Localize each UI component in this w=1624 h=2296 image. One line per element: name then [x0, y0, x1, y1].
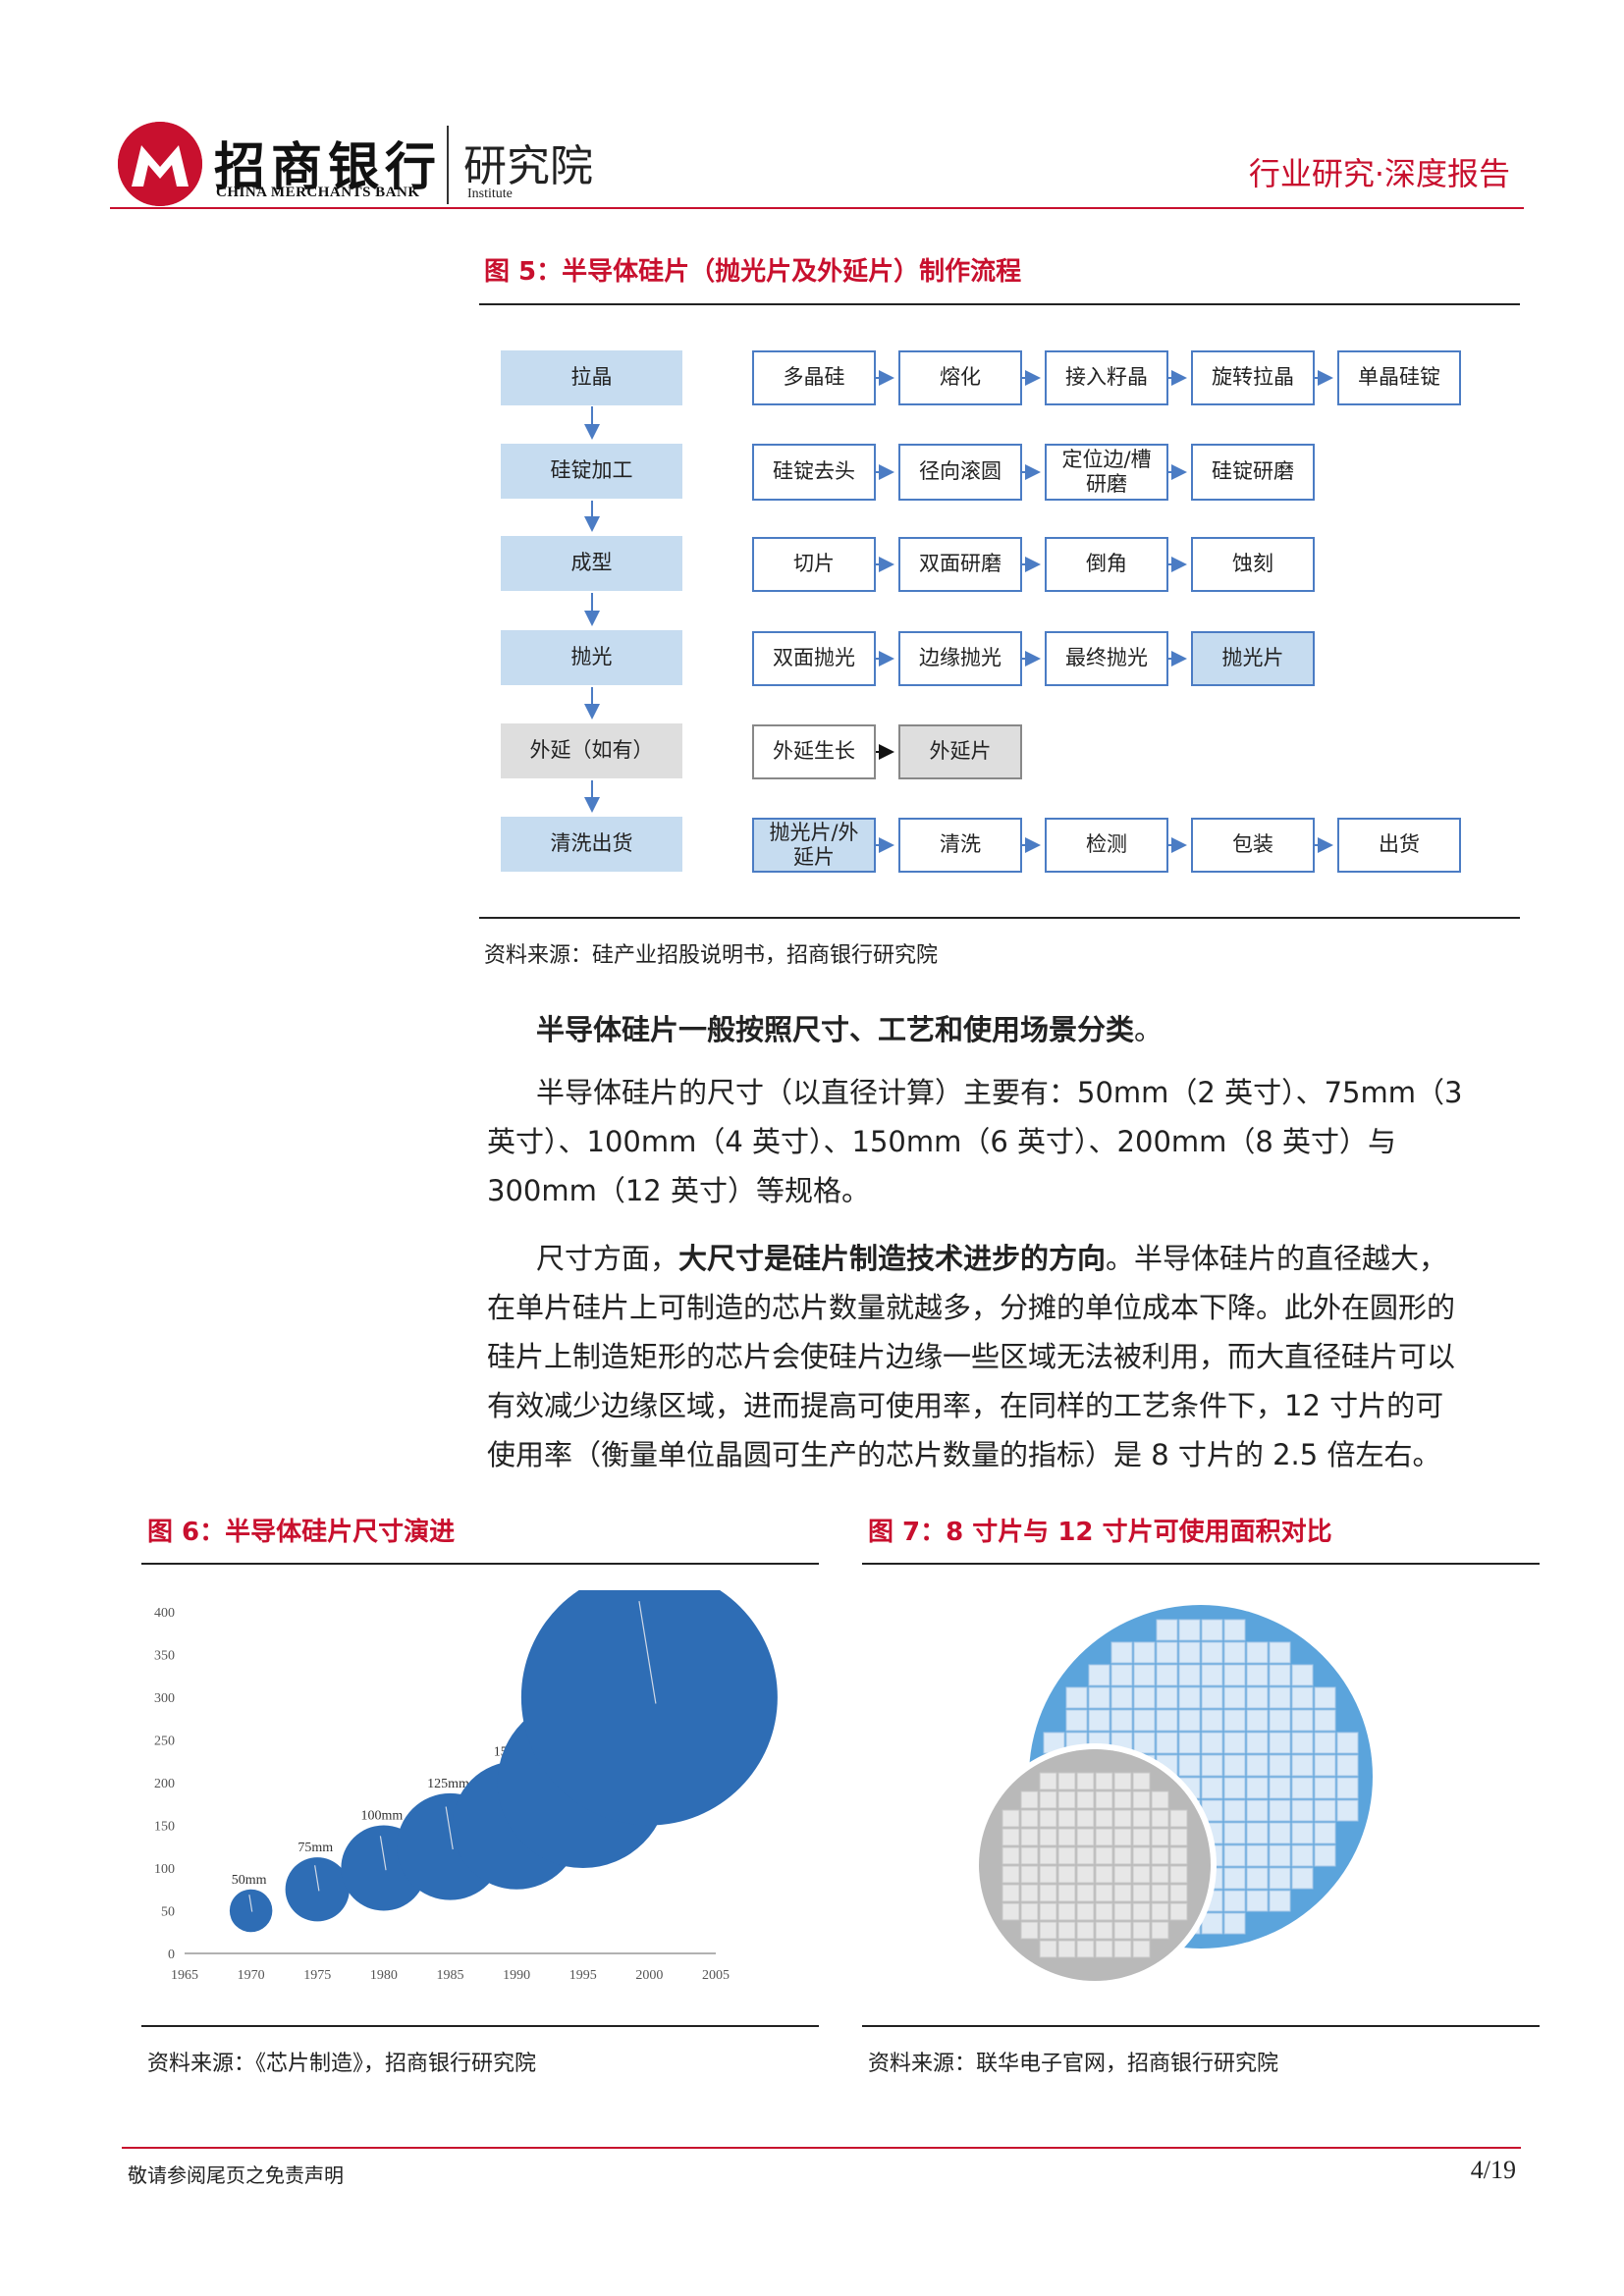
y-tick-label: 350 — [154, 1649, 175, 1664]
fig5-bottom-rule — [479, 917, 1520, 919]
wafer-200mm — [979, 1749, 1211, 1981]
institute-name-en: Institute — [467, 187, 513, 201]
flow-step: 硅锭去头 — [752, 444, 876, 501]
paragraph-1-line-3: 300mm（12 英寸）等规格。 — [487, 1174, 870, 1207]
fig6-source: 资料来源：《芯片制造》，招商银行研究院 — [147, 2052, 537, 2076]
flow-step: 出货 — [1337, 818, 1461, 873]
point-data-label: 125mm — [427, 1777, 469, 1791]
wafer-size-point — [229, 1889, 273, 1933]
point-leader-line — [445, 1806, 454, 1850]
y-tick-label: 200 — [154, 1777, 175, 1791]
fig7-title: 图 7：8 寸片与 12 寸片可使用面积对比 — [868, 1518, 1332, 1547]
x-tick-label: 2000 — [635, 1968, 663, 1983]
wafer-200mm-die-grid — [1001, 1772, 1188, 1958]
y-tick-label: 50 — [161, 1905, 175, 1920]
flow-step: 包装 — [1191, 818, 1315, 873]
x-tick-label: 1995 — [569, 1968, 597, 1983]
x-tick-label: 1970 — [238, 1968, 265, 1983]
flow-step: 径向滚圆 — [898, 444, 1022, 501]
fig7-source: 资料来源：联华电子官网，招商银行研究院 — [868, 2052, 1279, 2076]
x-tick-label: 1985 — [437, 1968, 464, 1983]
paragraph-1-line-2: 英寸）、100mm（4 英寸）、150mm（6 英寸）、200mm（8 英寸）与 — [487, 1125, 1397, 1158]
wafer-area-comparison-illustration — [973, 1605, 1373, 1987]
flow-step: 抛光片 — [1191, 631, 1315, 686]
flow-arrows — [584, 370, 1333, 853]
flow-step: 双面研磨 — [898, 537, 1022, 592]
fig5-title: 图 5：半导体硅片（抛光片及外延片）制作流程 — [484, 257, 1022, 287]
report-type: 行业研究·深度报告 — [1248, 155, 1510, 192]
x-tick-label: 1965 — [171, 1968, 198, 1983]
point-leader-line — [379, 1836, 387, 1871]
stage-crystal-pulling: 拉晶 — [501, 350, 682, 405]
stage-ingot-processing: 硅锭加工 — [501, 444, 682, 499]
paragraph-2-line-2: 在单片硅片上可制造的芯片数量就越多，分摊的单位成本下降。此外在圆形的 — [487, 1291, 1456, 1324]
fig6-top-rule — [141, 1563, 819, 1565]
flow-step: 接入籽晶 — [1045, 350, 1168, 405]
fig6-bottom-rule — [141, 2025, 819, 2027]
stage-forming: 成型 — [501, 536, 682, 591]
y-tick-label: 0 — [168, 1948, 175, 1962]
fig7-bottom-rule — [862, 2025, 1540, 2027]
paragraph-2-line-1: 尺寸方面，大尺寸是硅片制造技术进步的方向。半导体硅片的直径越大， — [536, 1242, 1448, 1275]
flow-step: 熔化 — [898, 350, 1022, 405]
bank-logo-icon — [118, 122, 202, 206]
x-tick-label: 1990 — [503, 1968, 530, 1983]
bank-name-cn: 招商银行 — [214, 137, 443, 197]
footer-divider — [122, 2147, 1521, 2149]
y-tick-label: 300 — [154, 1691, 175, 1706]
page-number: 4/19 — [1470, 2156, 1516, 2184]
x-tick-label: 1975 — [303, 1968, 331, 1983]
x-tick-label: 2005 — [702, 1968, 730, 1983]
y-tick-label: 100 — [154, 1862, 175, 1877]
flow-step: 切片 — [752, 537, 876, 592]
flow-step: 倒角 — [1045, 537, 1168, 592]
section-heading: 半导体硅片一般按照尺寸、工艺和使用场景分类。 — [536, 1013, 1164, 1046]
wafer-size-evolution-chart: 0 50 100 150 200 250 300 350 400 1965 1970 1975 1980… — [154, 1590, 778, 1983]
wafer-size-point — [520, 1590, 778, 1826]
point-data-label: 75mm — [298, 1841, 333, 1855]
paragraph-2-line-4: 有效减少边缘区域，进而提高可使用率，在同样的工艺条件下，12 寸片的可 — [487, 1389, 1444, 1422]
paragraph-2-line-3: 硅片上制造矩形的芯片会使硅片边缘一些区域无法被利用，而大直径硅片可以 — [487, 1340, 1456, 1373]
flow-step: 多晶硅 — [752, 350, 876, 405]
point-data-label: 100mm — [360, 1809, 403, 1824]
flow-step: 单晶硅锭 — [1337, 350, 1461, 405]
flow-step: 硅锭研磨 — [1191, 444, 1315, 501]
y-tick-label: 150 — [154, 1820, 175, 1835]
point-leader-line — [314, 1865, 320, 1892]
wafer-size-point — [285, 1857, 350, 1922]
institute-name-cn: 研究院 — [463, 141, 593, 191]
flow-step: 旋转拉晶 — [1191, 350, 1315, 405]
logo-divider — [447, 126, 449, 204]
flow-step: 检测 — [1045, 818, 1168, 873]
stage-epitaxy: 外延（如有） — [501, 723, 682, 778]
stage-cleaning-shipping: 清洗出货 — [501, 817, 682, 872]
flow-step: 清洗 — [898, 818, 1022, 873]
disclaimer-note: 敬请参阅尾页之免责声明 — [128, 2163, 344, 2187]
flow-step: 蚀刻 — [1191, 537, 1315, 592]
flow-step: 最终抛光 — [1045, 631, 1168, 686]
flow-step: 外延片 — [898, 724, 1022, 779]
y-tick-label: 250 — [154, 1735, 175, 1749]
flow-step: 抛光片/外延片 — [752, 818, 876, 873]
paragraph-1-line-1: 半导体硅片的尺寸（以直径计算）主要有：50mm（2 英寸）、75mm（3 — [536, 1076, 1463, 1109]
flow-step: 双面抛光 — [752, 631, 876, 686]
paragraph-2-line-5: 使用率（衡量单位晶圆可生产的芯片数量的指标）是 8 寸片的 2.5 倍左右。 — [487, 1438, 1441, 1471]
fig7-top-rule — [862, 1563, 1540, 1565]
y-tick-label: 400 — [154, 1606, 175, 1621]
point-leader-line — [638, 1601, 657, 1704]
point-leader-line — [248, 1895, 253, 1912]
bank-name-en: CHINA MERCHANTS BANK — [216, 185, 420, 200]
flow-step: 外延生长 — [752, 724, 876, 779]
fig5-source: 资料来源：硅产业招股说明书，招商银行研究院 — [484, 943, 939, 968]
x-tick-label: 1980 — [370, 1968, 398, 1983]
header-divider — [110, 207, 1524, 209]
fig6-title: 图 6：半导体硅片尺寸演进 — [147, 1518, 456, 1547]
flow-step: 边缘抛光 — [898, 631, 1022, 686]
stage-polishing: 抛光 — [501, 630, 682, 685]
fig5-top-rule — [479, 303, 1520, 305]
flow-step: 定位边/槽研磨 — [1045, 444, 1168, 501]
point-data-label: 50mm — [232, 1873, 267, 1888]
